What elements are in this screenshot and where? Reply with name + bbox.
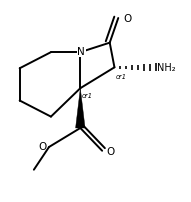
Text: O: O <box>38 141 46 151</box>
Text: O: O <box>106 146 114 156</box>
Text: or1: or1 <box>81 93 92 99</box>
Text: or1: or1 <box>115 74 126 80</box>
Text: N: N <box>77 47 85 57</box>
Text: NH₂: NH₂ <box>157 62 176 72</box>
Text: O: O <box>123 14 131 24</box>
Polygon shape <box>76 89 85 128</box>
